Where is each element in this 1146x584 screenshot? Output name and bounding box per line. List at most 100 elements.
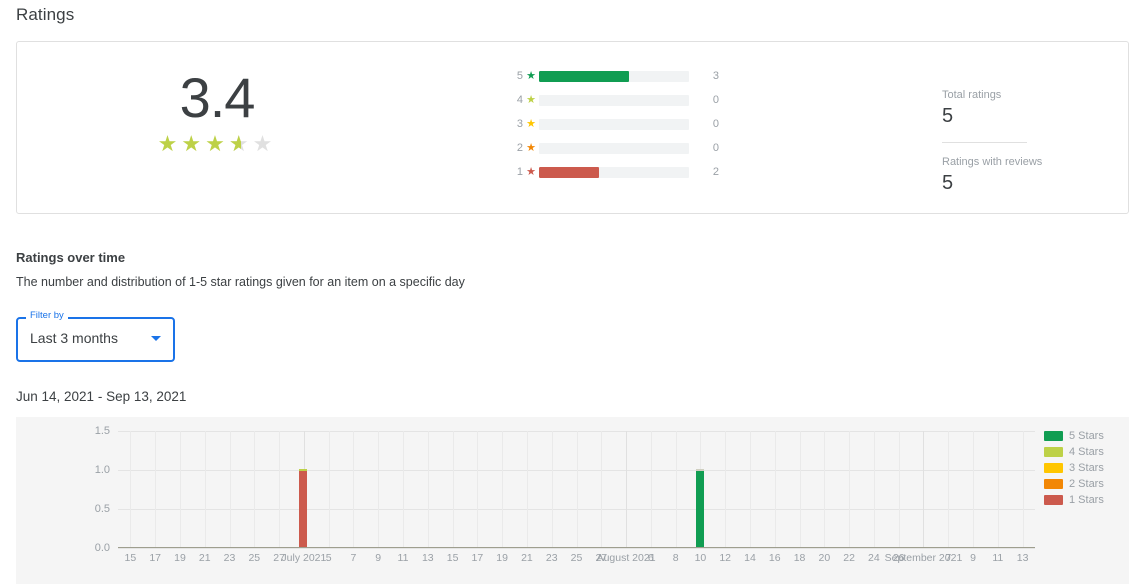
chart-legend: 5 Stars 4 Stars 3 Stars 2 Stars 1 Stars — [1044, 428, 1104, 508]
filter-by-select[interactable]: Filter by Last 3 months — [16, 310, 175, 362]
x-axis-tick-label: 24 — [868, 552, 880, 564]
x-axis-tick-label: 16 — [768, 552, 781, 564]
x-axis-tick-label: 27 — [595, 552, 608, 564]
chart-bar[interactable] — [696, 469, 704, 547]
x-axis-tick-label: 23 — [545, 552, 558, 564]
x-axis-tick-label: 22 — [843, 552, 855, 564]
rating-distribution-count: 2 — [712, 166, 719, 178]
legend-swatch — [1044, 462, 1063, 473]
gridline-vertical — [502, 431, 503, 548]
star-filled-icon: ★ — [181, 131, 206, 156]
rating-distribution-bar-track — [539, 94, 689, 106]
rating-distribution-count: 3 — [712, 70, 719, 82]
gridline-vertical — [552, 431, 553, 548]
filter-by-label: Filter by — [26, 310, 68, 322]
gridline-vertical — [155, 431, 156, 548]
rating-distribution-bar-track — [539, 142, 689, 154]
legend-swatch — [1044, 430, 1063, 441]
gridline-vertical — [130, 431, 131, 548]
divider — [942, 142, 1027, 143]
star-filled-icon: ★ — [205, 131, 229, 156]
legend-swatch — [1044, 446, 1063, 457]
legend-label: 2 Stars — [1069, 477, 1104, 490]
gridline-vertical — [1023, 431, 1024, 548]
rating-distribution-row: 2 ★ 0 — [501, 136, 721, 160]
x-axis-tick-label: 9 — [375, 552, 382, 564]
legend-item[interactable]: 2 Stars — [1044, 476, 1104, 491]
x-axis-tick-label: July 2021 — [281, 552, 327, 564]
gridline-vertical — [676, 431, 677, 548]
totals-item-label: Total ratings — [942, 89, 1002, 101]
gridline-vertical — [378, 431, 379, 548]
date-range-label: Jun 14, 2021 - Sep 13, 2021 — [16, 389, 187, 404]
x-axis-tick-label: 26 — [892, 552, 905, 564]
rating-distribution-label: 5 — [516, 70, 523, 82]
legend-item[interactable]: 5 Stars — [1044, 428, 1104, 443]
x-axis-tick-label: 11 — [992, 552, 1004, 564]
x-axis-tick-label: 20 — [818, 552, 831, 564]
totals-item: Total ratings 5 — [942, 88, 1102, 129]
star-icon: ★ — [526, 117, 536, 130]
rating-distribution-bar-fill — [539, 166, 599, 178]
rating-distribution-label: 1 — [516, 166, 523, 178]
x-axis-tick-label: 25 — [570, 552, 583, 564]
y-axis-tick-label: 1.0 — [94, 464, 110, 476]
rating-distribution-count: 0 — [712, 142, 719, 154]
gridline-vertical — [849, 431, 850, 548]
gridline-horizontal — [118, 470, 1035, 471]
totals-item-value: 5 — [942, 105, 954, 127]
x-axis-tick-label: 7 — [350, 552, 357, 564]
x-axis-tick-label: 18 — [793, 552, 806, 564]
rating-distribution-row: 3 ★ 0 — [501, 112, 721, 136]
gridline-vertical — [651, 431, 652, 548]
rating-distribution-count: 0 — [712, 94, 719, 106]
star-filled-icon: ★ — [157, 131, 182, 156]
filter-by-select-box[interactable] — [16, 317, 175, 362]
legend-swatch — [1044, 478, 1063, 489]
legend-label: 3 Stars — [1069, 461, 1104, 474]
average-score-value: 3.4 — [179, 66, 256, 129]
totals-item-label: Ratings with reviews — [942, 156, 1043, 168]
y-axis-tick-label: 1.5 — [94, 425, 110, 437]
x-axis-tick-label: 7 — [945, 552, 952, 564]
legend-item[interactable]: 4 Stars — [1044, 444, 1104, 459]
filter-by-value: Last 3 months — [30, 330, 118, 346]
star-icon: ★ — [526, 141, 536, 154]
gridline-vertical — [428, 431, 429, 548]
gridline-vertical — [279, 431, 280, 548]
average-score-block: 3.4 ★★★★ ★ — [117, 66, 317, 156]
legend-item[interactable]: 3 Stars — [1044, 460, 1104, 475]
chart-bar-cap — [299, 469, 307, 471]
gridline-vertical — [874, 431, 875, 548]
rating-distribution-bar-track — [539, 166, 689, 178]
chart-bar[interactable] — [299, 469, 307, 547]
x-axis-tick-label: 21 — [198, 552, 211, 564]
x-axis-tick-label: 27 — [273, 552, 285, 564]
gridline-vertical — [403, 431, 404, 548]
rating-distribution-bar-track — [539, 70, 689, 82]
x-axis-tick-label: 19 — [496, 552, 508, 564]
x-axis-tick-label: 13 — [1016, 552, 1029, 564]
chart-plot-area — [118, 431, 1035, 549]
ratings-over-time-subtitle: The number and distribution of 1-5 star … — [16, 275, 465, 289]
x-axis-tick-label: 8 — [672, 552, 679, 564]
chevron-down-icon[interactable] — [151, 336, 161, 341]
legend-item[interactable]: 1 Stars — [1044, 492, 1104, 507]
page-title: Ratings — [16, 5, 75, 24]
gridline-vertical — [205, 431, 206, 548]
legend-swatch — [1044, 494, 1063, 505]
x-axis-tick-label: 17 — [149, 552, 162, 564]
gridline-vertical — [477, 431, 478, 548]
x-axis-tick-label: 10 — [694, 552, 707, 564]
x-axis-tick-label: 19 — [174, 552, 186, 564]
x-axis-tick-label: 12 — [719, 552, 732, 564]
x-axis-line — [118, 547, 1035, 548]
rating-distribution-label: 2 — [516, 142, 523, 154]
x-axis-tick-label: 14 — [744, 552, 756, 564]
x-axis-tick-label: 25 — [248, 552, 261, 564]
rating-distribution-list: 5 ★ 3 4 ★ 0 3 ★ 0 2 ★ 0 1 ★ 2 — [501, 64, 721, 184]
x-axis-tick-label: 13 — [421, 552, 434, 564]
gridline-vertical — [750, 431, 751, 548]
totals-item-value: 5 — [942, 172, 954, 194]
rating-distribution-count: 0 — [712, 118, 719, 130]
